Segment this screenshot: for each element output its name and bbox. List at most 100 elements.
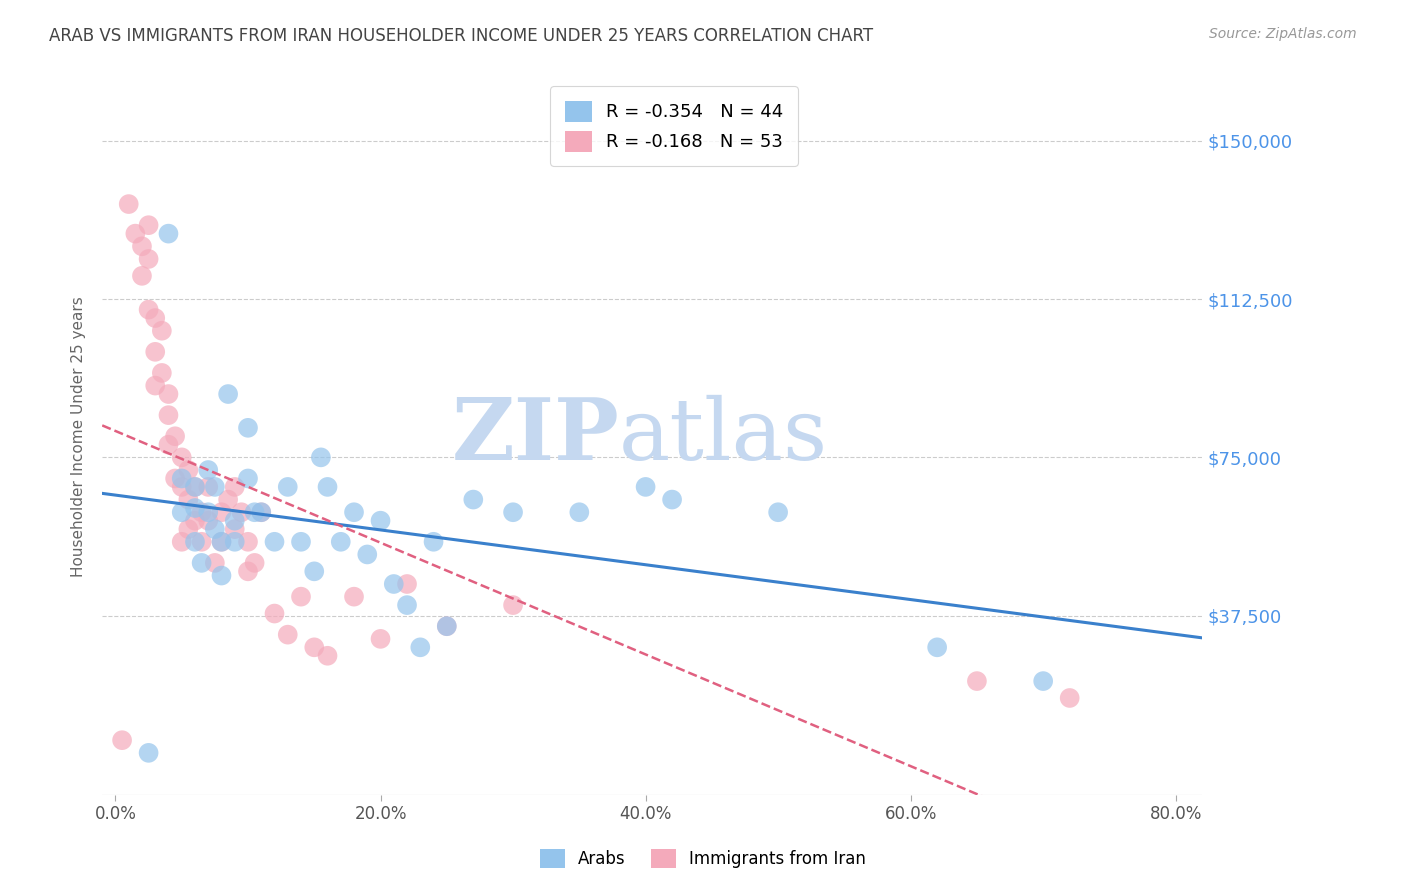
Point bbox=[170, 450, 193, 465]
Point bbox=[138, 302, 160, 317]
Point bbox=[157, 387, 180, 401]
Point bbox=[304, 640, 326, 655]
Point bbox=[502, 505, 524, 519]
Y-axis label: Householder Income Under 25 years: Householder Income Under 25 years bbox=[72, 296, 86, 576]
Point bbox=[236, 565, 259, 579]
Point bbox=[157, 438, 180, 452]
Point bbox=[436, 619, 458, 633]
Point bbox=[204, 480, 226, 494]
Point bbox=[436, 619, 458, 633]
Point bbox=[170, 505, 193, 519]
Point bbox=[370, 514, 392, 528]
Point bbox=[290, 534, 312, 549]
Point bbox=[157, 408, 180, 422]
Point bbox=[263, 534, 285, 549]
Point bbox=[370, 632, 392, 646]
Point bbox=[343, 505, 366, 519]
Point bbox=[170, 471, 193, 485]
Point bbox=[177, 492, 200, 507]
Point bbox=[304, 565, 326, 579]
Point bbox=[184, 534, 207, 549]
Point bbox=[395, 598, 418, 612]
Point bbox=[190, 534, 212, 549]
Point bbox=[316, 648, 339, 663]
Point bbox=[568, 505, 591, 519]
Point bbox=[217, 492, 239, 507]
Point bbox=[250, 505, 273, 519]
Point bbox=[197, 514, 219, 528]
Point bbox=[966, 674, 988, 689]
Point bbox=[356, 548, 378, 562]
Point bbox=[111, 733, 134, 747]
Point bbox=[1032, 674, 1054, 689]
Point bbox=[236, 534, 259, 549]
Point bbox=[422, 534, 444, 549]
Point bbox=[150, 324, 173, 338]
Point bbox=[309, 450, 332, 465]
Point bbox=[329, 534, 352, 549]
Point bbox=[277, 627, 299, 641]
Point bbox=[184, 480, 207, 494]
Point bbox=[463, 492, 485, 507]
Text: ZIP: ZIP bbox=[451, 394, 619, 478]
Point bbox=[184, 514, 207, 528]
Point bbox=[1059, 690, 1081, 705]
Point bbox=[243, 505, 266, 519]
Point bbox=[766, 505, 789, 519]
Point bbox=[409, 640, 432, 655]
Legend: R = -0.354   N = 44, R = -0.168   N = 53: R = -0.354 N = 44, R = -0.168 N = 53 bbox=[550, 87, 799, 166]
Point bbox=[190, 556, 212, 570]
Point bbox=[250, 505, 273, 519]
Text: Source: ZipAtlas.com: Source: ZipAtlas.com bbox=[1209, 27, 1357, 41]
Point bbox=[143, 311, 166, 326]
Point bbox=[204, 556, 226, 570]
Point bbox=[382, 577, 405, 591]
Point bbox=[177, 463, 200, 477]
Point bbox=[316, 480, 339, 494]
Point bbox=[177, 522, 200, 536]
Point bbox=[124, 227, 146, 241]
Point bbox=[184, 480, 207, 494]
Point bbox=[263, 607, 285, 621]
Point bbox=[197, 505, 219, 519]
Point bbox=[131, 239, 153, 253]
Point bbox=[197, 463, 219, 477]
Point bbox=[184, 501, 207, 516]
Legend: Arabs, Immigrants from Iran: Arabs, Immigrants from Iran bbox=[533, 842, 873, 875]
Point bbox=[165, 429, 187, 443]
Point bbox=[157, 227, 180, 241]
Point bbox=[118, 197, 141, 211]
Point bbox=[204, 522, 226, 536]
Point bbox=[243, 556, 266, 570]
Point bbox=[927, 640, 949, 655]
Point bbox=[138, 218, 160, 232]
Point bbox=[290, 590, 312, 604]
Point bbox=[211, 568, 233, 582]
Point bbox=[143, 378, 166, 392]
Point bbox=[224, 534, 246, 549]
Point bbox=[143, 344, 166, 359]
Text: atlas: atlas bbox=[619, 394, 828, 478]
Point bbox=[224, 480, 246, 494]
Point bbox=[211, 534, 233, 549]
Point bbox=[165, 471, 187, 485]
Point bbox=[236, 421, 259, 435]
Point bbox=[277, 480, 299, 494]
Text: ARAB VS IMMIGRANTS FROM IRAN HOUSEHOLDER INCOME UNDER 25 YEARS CORRELATION CHART: ARAB VS IMMIGRANTS FROM IRAN HOUSEHOLDER… bbox=[49, 27, 873, 45]
Point bbox=[236, 471, 259, 485]
Point bbox=[224, 522, 246, 536]
Point bbox=[138, 746, 160, 760]
Point bbox=[211, 534, 233, 549]
Point bbox=[211, 505, 233, 519]
Point bbox=[395, 577, 418, 591]
Point bbox=[150, 366, 173, 380]
Point bbox=[138, 252, 160, 266]
Point bbox=[170, 480, 193, 494]
Point bbox=[634, 480, 657, 494]
Point bbox=[231, 505, 253, 519]
Point bbox=[661, 492, 683, 507]
Point bbox=[502, 598, 524, 612]
Point bbox=[224, 514, 246, 528]
Point bbox=[170, 534, 193, 549]
Point bbox=[131, 268, 153, 283]
